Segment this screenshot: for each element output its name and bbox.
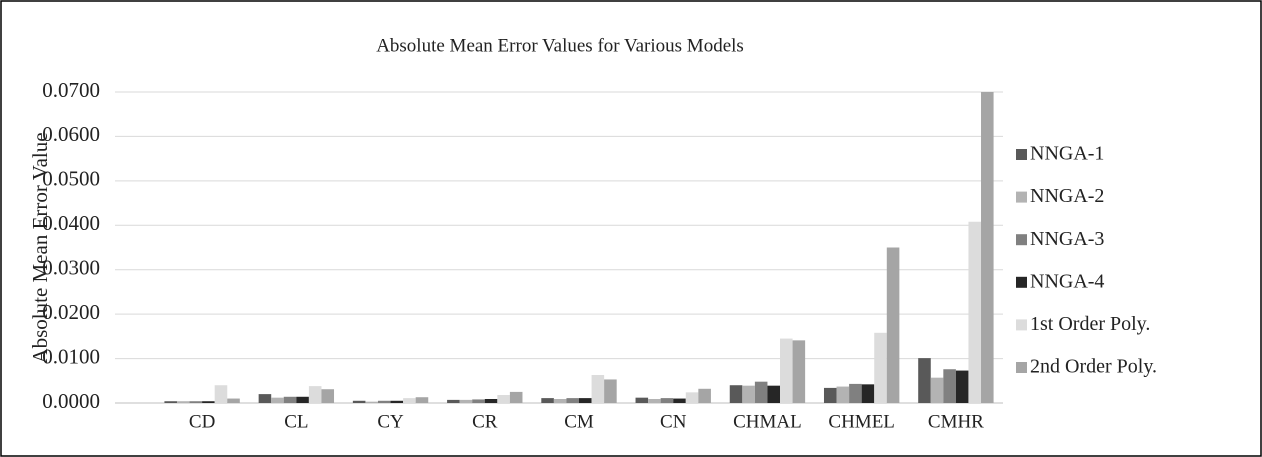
bar xyxy=(685,392,699,403)
legend-swatch xyxy=(1016,149,1027,160)
x-tick-label: CL xyxy=(284,411,308,432)
x-tick-label: CHMAL xyxy=(733,411,802,432)
bar xyxy=(579,398,592,403)
bar xyxy=(836,386,850,403)
x-tick-label: CM xyxy=(564,411,594,432)
bar xyxy=(943,369,956,403)
x-tick-label: CR xyxy=(472,411,498,432)
bar xyxy=(447,399,460,403)
bar xyxy=(541,398,554,403)
bar xyxy=(955,370,969,403)
bar xyxy=(365,401,378,403)
y-tick-label: 0.0200 xyxy=(42,300,100,324)
bar xyxy=(981,92,994,403)
bar xyxy=(861,384,875,403)
legend-label: NNGA-2 xyxy=(1030,185,1104,207)
y-tick-label: 0.0300 xyxy=(42,256,100,280)
bar xyxy=(202,401,215,403)
legend-label: NNGA-4 xyxy=(1030,270,1104,292)
y-tick-label: 0.0500 xyxy=(42,167,100,191)
bar xyxy=(321,389,335,403)
bar xyxy=(484,399,498,403)
bar xyxy=(566,398,579,403)
bar xyxy=(673,398,686,403)
bar xyxy=(296,396,309,403)
legend-swatch xyxy=(1016,362,1027,373)
bar xyxy=(754,381,768,403)
legend-label: NNGA-1 xyxy=(1030,143,1104,165)
y-axis-label: Absolute Mean Error Value xyxy=(28,132,52,363)
bar xyxy=(780,338,793,403)
bar xyxy=(189,401,203,403)
bar xyxy=(591,375,605,403)
bar xyxy=(823,387,837,403)
y-tick-label: 0.0400 xyxy=(42,211,100,235)
y-tick-label: 0.0000 xyxy=(42,389,100,413)
bar xyxy=(308,386,322,403)
bar xyxy=(377,400,391,403)
bar xyxy=(509,391,523,403)
bar xyxy=(271,397,284,403)
bar xyxy=(497,395,510,403)
x-tick-label: CY xyxy=(377,411,404,432)
bar xyxy=(874,332,887,403)
bar xyxy=(968,221,982,403)
bar xyxy=(459,399,473,403)
bar xyxy=(930,377,944,403)
bar xyxy=(849,383,862,403)
legend-label: 2nd Order Poly. xyxy=(1030,356,1157,378)
bar xyxy=(352,400,366,403)
bar xyxy=(767,385,781,403)
bar xyxy=(742,385,755,403)
legend-label: 1st Order Poly. xyxy=(1030,313,1150,335)
bar xyxy=(553,399,567,403)
bar xyxy=(729,385,743,403)
bar xyxy=(164,401,177,403)
x-tick-label: CD xyxy=(189,411,215,432)
legend-swatch xyxy=(1016,276,1027,288)
bar xyxy=(403,398,416,403)
y-tick-label: 0.0700 xyxy=(42,78,100,102)
bar xyxy=(648,399,661,403)
chart-title: Absolute Mean Error Values for Various M… xyxy=(376,35,744,56)
legend-label: NNGA-3 xyxy=(1030,228,1104,250)
bar xyxy=(660,398,674,403)
x-tick-label: CHMEL xyxy=(828,411,895,432)
bar xyxy=(886,247,900,403)
bar xyxy=(176,401,190,403)
y-tick-label: 0.0100 xyxy=(42,344,100,368)
y-tick-label: 0.0600 xyxy=(42,122,100,146)
bar xyxy=(472,399,485,403)
bar xyxy=(214,385,228,403)
bar xyxy=(227,398,240,403)
bar xyxy=(415,397,429,403)
legend-swatch xyxy=(1016,319,1027,331)
legend-swatch xyxy=(1016,234,1027,246)
bar xyxy=(390,400,404,403)
bar xyxy=(258,394,272,403)
x-tick-label: CN xyxy=(660,411,687,432)
bar xyxy=(792,340,806,403)
bar xyxy=(918,358,931,403)
bar xyxy=(283,396,297,403)
bar xyxy=(604,379,617,403)
legend-swatch xyxy=(1016,191,1027,203)
x-tick-label: CMHR xyxy=(928,411,984,432)
bar xyxy=(635,397,649,403)
bar xyxy=(698,388,711,403)
